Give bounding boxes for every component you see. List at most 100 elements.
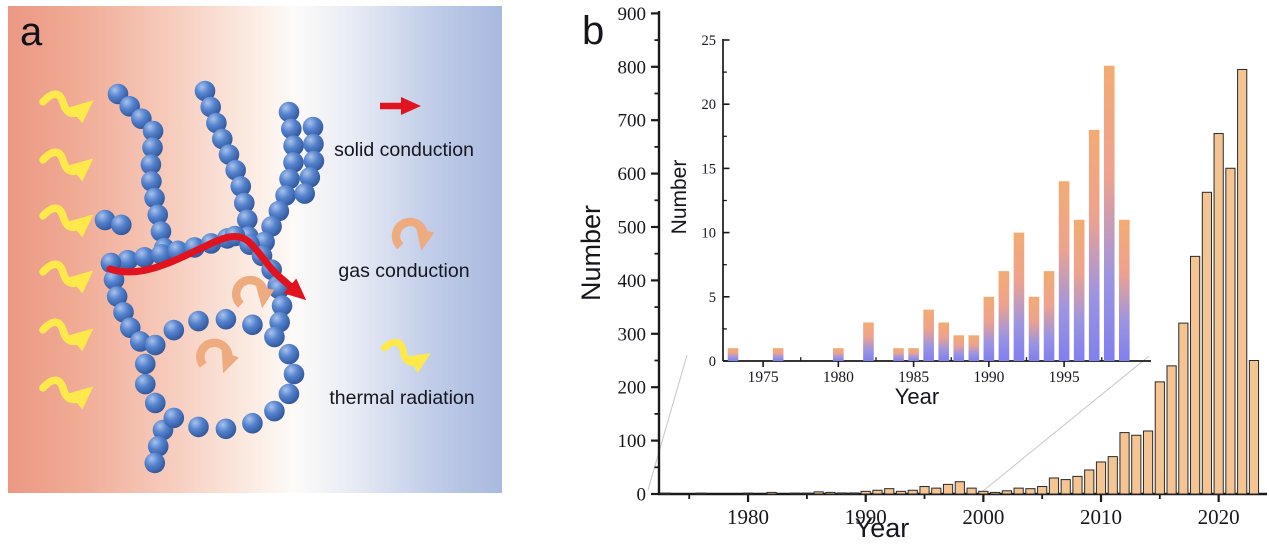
particle-bead: [188, 310, 209, 332]
bar-1987: [825, 491, 836, 495]
panel-a-label: a: [20, 10, 43, 54]
particle-bead: [261, 216, 282, 237]
bar-2015: [1154, 381, 1165, 495]
inset-bar-1982: [863, 322, 874, 361]
bar-2008: [1072, 475, 1083, 495]
thermal-radiation-arrow-icon: [39, 204, 94, 238]
bar-2009: [1084, 469, 1095, 495]
bar-1976: [695, 492, 707, 495]
bar-1986: [813, 491, 824, 495]
particle-bead: [264, 326, 285, 348]
inset-bar-1985: [908, 348, 919, 361]
inset-bar-1990: [983, 296, 995, 361]
bar-2019: [1201, 191, 1212, 495]
particle-bead: [303, 133, 324, 155]
particle-bead: [144, 334, 166, 356]
inset-bar-1991: [998, 271, 1010, 361]
panel-a-illustration: solid conduction gas conduction thermal …: [39, 80, 475, 474]
main-x-tick-label: 2020: [1198, 505, 1240, 529]
particle-bead: [144, 187, 165, 209]
inset-bar-1992: [1013, 232, 1025, 361]
thermal-radiation-arrow-icon: [39, 376, 94, 410]
main-y-tick-label: 200: [618, 378, 647, 399]
particle-bead: [303, 150, 325, 172]
main-y-tick-label: 800: [618, 57, 647, 78]
particle-bead: [150, 244, 172, 265]
particle-bead: [299, 167, 321, 188]
inset-x-tick-label: 1990: [973, 369, 1004, 386]
inset-y-tick-label: 25: [702, 33, 717, 49]
inset-bar-1986: [923, 309, 934, 361]
particle-bead: [230, 176, 252, 197]
particle-bead: [188, 416, 209, 438]
bar-2018: [1190, 255, 1201, 495]
main-y-tick-label: 0: [637, 485, 647, 506]
bar-1993: [895, 490, 907, 495]
particle-bead: [163, 319, 185, 341]
bar-2002: [1001, 490, 1012, 495]
inset-bar-1984: [893, 348, 904, 361]
legend-gas-conduction: gas conduction: [338, 217, 470, 282]
inset-y-tick-label: 20: [702, 97, 717, 113]
particle-bead: [242, 412, 263, 434]
bar-1989: [848, 492, 860, 495]
thermal-radiation-arrow-icon: [39, 260, 94, 294]
particle-bead: [147, 204, 169, 226]
particle-bead: [283, 363, 305, 385]
thermal-radiation-arrow-icon: [39, 90, 94, 124]
bar-1982: [766, 491, 777, 495]
particle-bead: [271, 295, 293, 317]
bar-1998: [954, 481, 965, 495]
particle-bead: [278, 343, 300, 365]
legend-label-gas-conduction: gas conduction: [338, 260, 469, 282]
bar-2020: [1213, 133, 1224, 495]
main-x-tick-label: 2010: [1080, 505, 1122, 529]
main-y-tick-label: 700: [618, 111, 647, 132]
particle-bead: [106, 286, 128, 307]
gas-conduction-arrow-icon: [231, 275, 275, 309]
particle-bead: [236, 209, 258, 231]
particle-bead: [140, 154, 162, 175]
particle-bead: [283, 135, 304, 156]
inset-axes: [722, 39, 1151, 362]
bar-1973: [660, 492, 671, 495]
particle-bead: [117, 249, 139, 271]
bar-2003: [1013, 487, 1024, 495]
particle-bead: [280, 118, 302, 140]
legend-label-thermal-radiation: thermal radiation: [329, 387, 474, 409]
particle-bead: [163, 407, 185, 429]
particle-bead: [302, 116, 324, 138]
bar-1992: [884, 488, 895, 495]
inset-bar-1989: [968, 335, 980, 361]
inset-y-tick-label: 15: [702, 161, 717, 177]
particle-bead: [144, 452, 166, 474]
bar-1996: [931, 487, 942, 495]
bar-2001: [990, 491, 1001, 495]
legend-solid-conduction: solid conduction: [334, 96, 474, 161]
particle-bead: [218, 144, 240, 165]
particle-bead: [268, 200, 290, 222]
particle-bead: [215, 308, 237, 330]
particle-bead: [150, 221, 172, 242]
zoom-connector-left: [647, 354, 688, 491]
particle-bead: [142, 120, 164, 142]
inset-ticks: 0 5 10 15 20 25 1975 1980 1985 1990 1995: [702, 33, 1103, 386]
main-y-tick-label: 900: [618, 4, 647, 25]
bar-2021: [1225, 167, 1236, 495]
legend-thermal-radiation: thermal radiation: [329, 338, 475, 409]
main-x-axis-title: Year: [855, 513, 910, 543]
particle-bead: [215, 418, 237, 440]
bar-1980: [742, 492, 754, 495]
inset-bars: [727, 65, 1130, 362]
particle-bead: [264, 400, 285, 422]
inset-bar-1988: [953, 335, 965, 361]
particle-bead: [242, 314, 263, 336]
main-bars: [660, 68, 1260, 495]
inset-bar-1998: [1103, 65, 1115, 362]
bar-2006: [1048, 477, 1060, 495]
inset-bar-1993: [1028, 296, 1040, 361]
particle-bead: [194, 80, 216, 102]
particle-bead: [134, 246, 155, 268]
particle-bead: [141, 171, 162, 192]
